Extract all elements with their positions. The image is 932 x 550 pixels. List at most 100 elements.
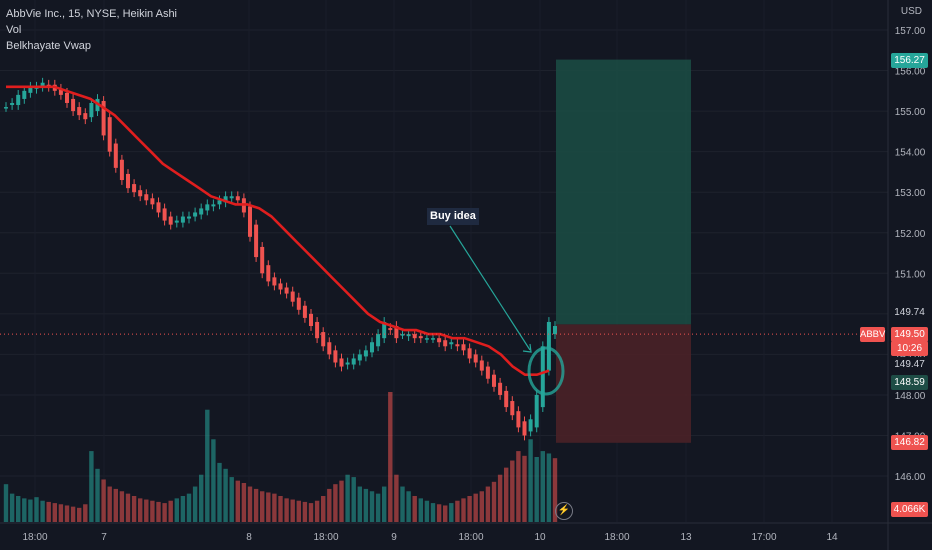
volume-bar — [516, 451, 521, 522]
volume-bar — [485, 486, 491, 522]
x-tick-label: 13 — [680, 532, 692, 543]
volume-bar — [235, 480, 240, 522]
x-tick-label: 8 — [246, 532, 252, 543]
x-tick-label: 9 — [391, 532, 397, 543]
volume-bar — [125, 493, 131, 522]
volume-bar — [412, 496, 417, 522]
volume-bar — [339, 480, 344, 522]
callout-arrow — [449, 225, 531, 351]
candle-body — [101, 100, 106, 136]
volume-bar — [388, 392, 393, 522]
volume-bar — [22, 498, 27, 522]
volume-bar — [95, 468, 100, 522]
candle-body — [522, 421, 527, 436]
volume-bar — [144, 499, 149, 522]
volume-bar — [247, 486, 253, 522]
volume-bar — [52, 503, 57, 522]
symbol-title[interactable]: AbbVie Inc., 15, NYSE, Heikin Ashi — [6, 8, 177, 20]
candle-body — [528, 419, 533, 432]
lower-price-tag: 149.47 — [891, 357, 928, 372]
volume-bar — [369, 491, 375, 522]
candle-body — [382, 321, 387, 339]
candle-body — [485, 366, 490, 379]
volume-bar — [168, 500, 173, 522]
candle-body — [315, 321, 320, 339]
candle-body — [65, 92, 69, 103]
volume-bar — [223, 468, 228, 522]
candle-body — [113, 143, 118, 168]
volume-bar — [351, 477, 356, 522]
candle-body — [119, 159, 124, 181]
x-tick-label: 18:00 — [458, 532, 483, 543]
candle-body — [473, 354, 478, 363]
x-tick-label: 14 — [826, 532, 838, 543]
volume-bar — [278, 496, 283, 522]
volume-bar — [504, 467, 509, 522]
candle-body — [89, 102, 94, 118]
candle-body — [205, 204, 210, 211]
candle-body — [296, 297, 301, 310]
volume-bar — [180, 496, 186, 522]
candle-body — [71, 98, 76, 112]
vwap-indicator-label[interactable]: Belkhayate Vwap — [6, 40, 91, 52]
candle-body — [449, 342, 454, 345]
volume-bar — [546, 453, 552, 522]
candle-body — [376, 334, 381, 347]
x-tick-label: 10 — [534, 532, 546, 543]
candle-body — [138, 190, 143, 197]
candle-body — [144, 194, 149, 201]
candle-body — [199, 208, 204, 215]
x-tick-label: 18:00 — [22, 532, 47, 543]
volume-bar — [46, 501, 51, 522]
volume-bar — [83, 504, 88, 522]
candle-body — [162, 208, 167, 221]
candle-body — [498, 382, 503, 395]
volume-bar — [308, 503, 314, 522]
volume-bar — [473, 493, 478, 522]
volume-bar — [77, 507, 82, 522]
volume-bar — [552, 458, 558, 522]
volume-bar — [455, 500, 460, 522]
target-price-tag: 156.27 — [891, 53, 928, 68]
volume-bar — [260, 491, 265, 522]
buy-idea-callout[interactable]: Buy idea — [427, 208, 479, 225]
candle-body — [156, 202, 161, 213]
volume-bar — [461, 498, 466, 522]
last-price-tag: 149.50 — [891, 327, 928, 342]
volume-bar — [302, 501, 308, 522]
entry-price-tag: 148.59 — [891, 375, 928, 390]
lightning-bolt-icon[interactable]: ⚡ — [555, 502, 573, 520]
volume-bar — [131, 496, 137, 522]
candle-body — [431, 338, 435, 340]
currency-label[interactable]: USD — [900, 6, 922, 17]
volume-bar — [107, 486, 112, 522]
volume-bar — [174, 498, 179, 522]
y-tick-label: 157.00 — [895, 26, 926, 37]
volume-bar — [497, 474, 503, 522]
volume-bar — [229, 477, 234, 522]
candle-body — [16, 94, 21, 106]
x-tick-label: 17:00 — [751, 532, 776, 543]
volume-bar — [40, 500, 45, 522]
callout-arrowhead — [522, 343, 532, 353]
candle-body — [357, 354, 362, 361]
candle-body — [345, 362, 350, 365]
candle-body — [540, 346, 545, 408]
y-tick-label: 148.00 — [895, 391, 926, 402]
candle-body — [406, 334, 411, 337]
candle-body — [22, 90, 27, 99]
volume-indicator-label[interactable]: Vol — [6, 24, 22, 36]
volume-bar — [186, 493, 192, 522]
volume-bar — [400, 486, 405, 522]
candle-body — [394, 326, 399, 339]
candle-body — [180, 216, 185, 223]
volume-bar — [528, 439, 533, 522]
candle-body — [193, 212, 198, 217]
y-tick-label: 146.00 — [895, 472, 926, 483]
candle-body — [187, 216, 191, 219]
candle-body — [388, 328, 393, 331]
volume-bar — [253, 488, 259, 522]
candle-body — [424, 338, 429, 340]
volume-bar — [479, 491, 484, 522]
